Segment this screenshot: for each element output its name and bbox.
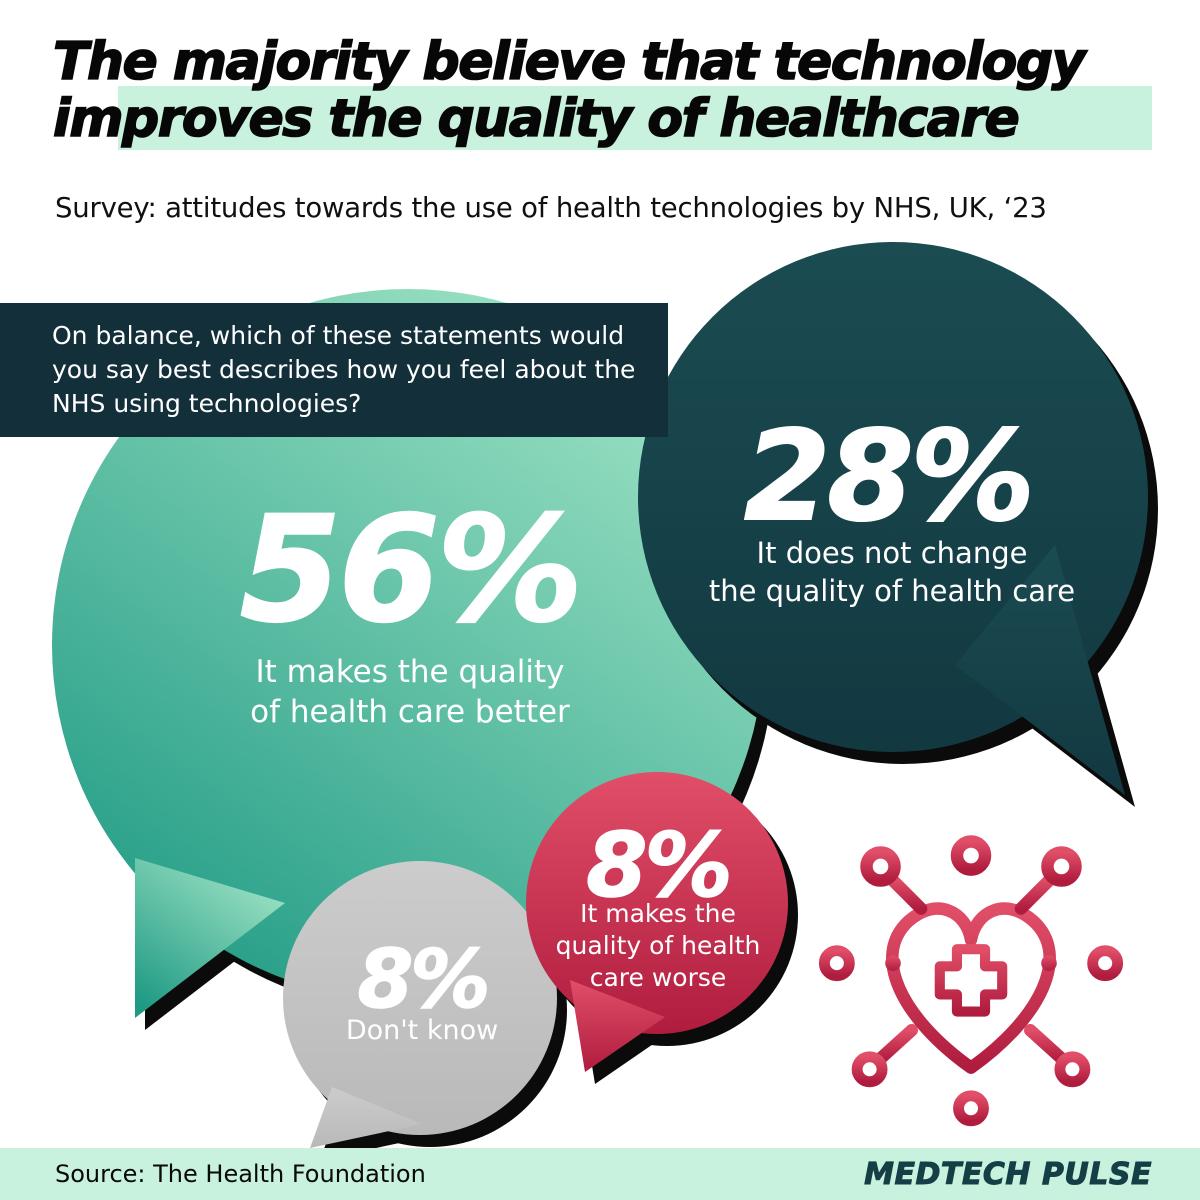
stat-label-no-change-line-2: the quality of health care	[708, 573, 1076, 608]
title-line-1: The majority believe that technology	[52, 32, 1086, 92]
question-text: On balance, which of these statements wo…	[52, 321, 636, 418]
stat-value-better: 56%	[239, 485, 584, 655]
heart-circuit-medical-icon	[818, 835, 1124, 1127]
stat-label-dont-know-line-1: Don't know	[345, 1015, 499, 1046]
footer-bar: Source: The Health Foundation MEDTECH PU…	[0, 1148, 1200, 1200]
question-box: On balance, which of these statements wo…	[0, 303, 668, 437]
page-title: The majority believe that technology imp…	[52, 32, 1086, 149]
speech-bubble-worse	[526, 772, 788, 1072]
stat-label-worse: It makes the quality of health care wors…	[530, 898, 786, 993]
stat-label-worse-line-2: quality of health	[555, 930, 761, 960]
title-line-2: improves the quality of healthcare	[52, 88, 1020, 149]
speech-bubble-no-change	[638, 242, 1148, 795]
source-text: Source: The Health Foundation	[55, 1160, 426, 1188]
stat-label-better: It makes the quality of health care bett…	[160, 652, 660, 733]
speech-bubble-dont-know	[283, 861, 557, 1148]
stat-value-worse: 8%	[586, 814, 734, 917]
stat-label-better-line-2: of health care better	[250, 694, 570, 731]
stat-value-no-change: 28%	[743, 405, 1036, 549]
stat-label-no-change: It does not change the quality of health…	[672, 535, 1112, 610]
title-highlight-band	[118, 86, 1152, 150]
subtitle: Survey: attitudes towards the use of hea…	[55, 192, 1047, 224]
stat-label-no-change-line-1: It does not change	[756, 536, 1028, 570]
stat-label-better-line-1: It makes the quality	[255, 654, 565, 690]
stat-label-worse-line-1: It makes the	[580, 899, 736, 928]
stat-value-dont-know: 8%	[357, 933, 491, 1026]
brand-logo: MEDTECH PULSE	[864, 1156, 1152, 1192]
stat-label-worse-line-3: care worse	[589, 962, 727, 992]
stat-label-dont-know: Don't know	[312, 1014, 532, 1048]
